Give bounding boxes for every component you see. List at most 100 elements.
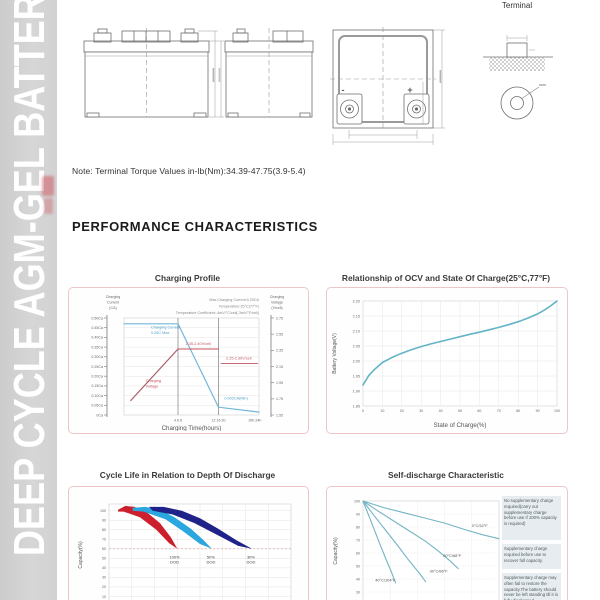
svg-text:2.15: 2.15 xyxy=(276,365,283,369)
svg-text:2.05: 2.05 xyxy=(353,344,360,348)
self-discharge-note-1: No supplementary charge required(carry o… xyxy=(502,496,561,540)
ocv-soc-plot: 0 10 20 30 40 50 60 70 80 90 100 2.20 2.15 2.10 2.05 2.… xyxy=(332,299,560,429)
svg-text:20: 20 xyxy=(102,585,106,589)
top-view-drawing: - + xyxy=(330,27,445,145)
svg-text:30°C/86°F: 30°C/86°F xyxy=(430,569,449,574)
svg-text:2.20: 2.20 xyxy=(353,299,360,303)
svg-text:0.002CA(Min): 0.002CA(Min) xyxy=(224,396,248,400)
svg-text:0Ca: 0Ca xyxy=(96,413,103,417)
performance-characteristics-heading: PERFORMANCE CHARACTERISTICS xyxy=(72,219,318,234)
side-view-drawing xyxy=(224,28,314,118)
svg-text:Capacity(%): Capacity(%) xyxy=(78,541,84,569)
svg-text:0.15Ca: 0.15Ca xyxy=(91,384,103,388)
svg-text:4 6 8: 4 6 8 xyxy=(174,419,182,423)
red-print-artifact xyxy=(42,176,54,196)
svg-text:12 16 20: 12 16 20 xyxy=(212,419,226,423)
svg-text:30: 30 xyxy=(419,409,423,413)
svg-text:60: 60 xyxy=(356,551,360,555)
svg-text:70: 70 xyxy=(356,538,360,542)
svg-text:90: 90 xyxy=(356,512,360,516)
svg-text:40: 40 xyxy=(356,577,360,581)
svg-text:0.45Ca: 0.45Ca xyxy=(91,326,103,330)
svg-text:2.55: 2.55 xyxy=(276,332,283,336)
svg-text:0.20Ca: 0.20Ca xyxy=(91,375,103,379)
svg-text:100: 100 xyxy=(354,499,360,503)
svg-text:1.90: 1.90 xyxy=(353,389,360,393)
charging-profile-chart: 0.50Ca 0.45Ca 0.40Ca 0.35Ca 0.30Ca 0.25Ca 0.20… xyxy=(68,287,309,434)
svg-text:50: 50 xyxy=(356,564,360,568)
terminal-minus-sign: - xyxy=(342,85,345,95)
self-discharge-plot: 100 90 80 70 60 50 40 30 0°C/32°F 20°C/68°F 30°C/8… xyxy=(333,499,500,600)
svg-text:0.40Ca: 0.40Ca xyxy=(91,336,103,340)
svg-text:DOD: DOD xyxy=(170,560,179,565)
svg-text:40°C/104°F: 40°C/104°F xyxy=(375,578,396,583)
svg-text:50: 50 xyxy=(458,409,462,413)
svg-text:60: 60 xyxy=(102,547,106,551)
svg-text:(V/cell): (V/cell) xyxy=(271,306,282,310)
svg-text:0.25C Max: 0.25C Max xyxy=(151,331,169,335)
svg-text:80: 80 xyxy=(516,409,520,413)
svg-text:0.35Ca: 0.35Ca xyxy=(91,345,103,349)
svg-text:Charging Time(hours): Charging Time(hours) xyxy=(162,425,222,431)
svg-text:Voltage: Voltage xyxy=(146,384,159,388)
terminal-detail-drawing: Terminal xyxy=(483,1,553,120)
svg-text:Charging: Charging xyxy=(270,295,285,299)
svg-text:Temperature:25°C(77°F): Temperature:25°C(77°F) xyxy=(219,305,259,309)
svg-text:0.50Ca: 0.50Ca xyxy=(91,316,103,320)
svg-text:Temperature Coefficient:-4mV/°: Temperature Coefficient:-4mV/°C/cell(-3m… xyxy=(176,311,259,315)
svg-text:80: 80 xyxy=(356,525,360,529)
svg-text:Voltage: Voltage xyxy=(271,301,283,305)
svg-text:0.05Ca: 0.05Ca xyxy=(91,404,103,408)
svg-text:Current: Current xyxy=(107,301,119,305)
charging-profile-title: Charging Profile xyxy=(154,273,221,283)
svg-text:2.15: 2.15 xyxy=(353,314,360,318)
svg-text:1.95: 1.95 xyxy=(276,381,283,385)
svg-text:20°C/68°F: 20°C/68°F xyxy=(443,553,462,558)
svg-text:Charging: Charging xyxy=(106,295,121,299)
charging-profile-plot: 0.50Ca 0.45Ca 0.40Ca 0.35Ca 0.30Ca 0.25Ca 0.20… xyxy=(91,295,285,431)
svg-text:40: 40 xyxy=(102,566,106,570)
battery-outline-drawings: - + Terminal xyxy=(83,1,553,145)
side-banner-text: DEEP CYCLE AGM-GEL BATTERIES xyxy=(5,0,54,556)
cycle-life-plot: 100908070605040302010100%DOD50%DOD30%DOD… xyxy=(78,503,292,600)
svg-text:60: 60 xyxy=(477,409,481,413)
svg-text:100: 100 xyxy=(100,509,106,513)
ocv-soc-title: Relationship of OCV and State Of Charge(… xyxy=(341,273,551,283)
terminal-torque-note: Note: Terminal Torque Values in-lb(Nm):3… xyxy=(72,166,306,176)
svg-text:30: 30 xyxy=(102,576,106,580)
ocv-soc-chart: 0 10 20 30 40 50 60 70 80 90 100 2.20 2.15 2.10 2.05 2.… xyxy=(326,287,568,434)
svg-text:(CA): (CA) xyxy=(109,306,116,310)
svg-text:Charging: Charging xyxy=(146,379,161,383)
svg-text:40: 40 xyxy=(439,409,443,413)
self-discharge-title: Self-discharge Characteristic xyxy=(388,470,504,480)
svg-text:0: 0 xyxy=(362,409,364,413)
red-print-artifact xyxy=(44,198,53,214)
svg-text:DOD: DOD xyxy=(206,560,215,565)
svg-text:2.25-2.30V/cell: 2.25-2.30V/cell xyxy=(226,357,251,361)
svg-text:30%: 30% xyxy=(247,554,255,559)
svg-text:1.75: 1.75 xyxy=(276,397,283,401)
terminal-detail-label: Terminal xyxy=(502,1,532,10)
svg-text:1.95: 1.95 xyxy=(353,374,360,378)
svg-text:10: 10 xyxy=(380,409,384,413)
svg-text:10: 10 xyxy=(102,595,106,599)
svg-text:2.75: 2.75 xyxy=(276,316,283,320)
svg-text:90: 90 xyxy=(102,519,106,523)
side-banner-text-svg: DEEP CYCLE AGM-GEL BATTERIES xyxy=(5,0,54,556)
svg-text:50: 50 xyxy=(102,557,106,561)
svg-text:0.30Ca: 0.30Ca xyxy=(91,355,103,359)
svg-text:Battery Voltage(V): Battery Voltage(V) xyxy=(332,333,338,374)
svg-text:0.25Ca: 0.25Ca xyxy=(91,365,103,369)
svg-text:Max.Charging Current:0.25CA: Max.Charging Current:0.25CA xyxy=(209,298,259,302)
svg-text:0°C/32°F: 0°C/32°F xyxy=(472,523,488,528)
svg-text:1.55: 1.55 xyxy=(276,413,283,417)
svg-text:0.10Ca: 0.10Ca xyxy=(91,394,103,398)
svg-text:30: 30 xyxy=(356,590,360,594)
svg-text:70: 70 xyxy=(102,538,106,542)
svg-text:20h 24h: 20h 24h xyxy=(248,419,261,423)
svg-text:2.10: 2.10 xyxy=(353,329,360,333)
svg-text:2.00: 2.00 xyxy=(353,359,360,363)
svg-text:50%: 50% xyxy=(207,554,215,559)
svg-text:Capacity(%): Capacity(%) xyxy=(333,537,339,565)
